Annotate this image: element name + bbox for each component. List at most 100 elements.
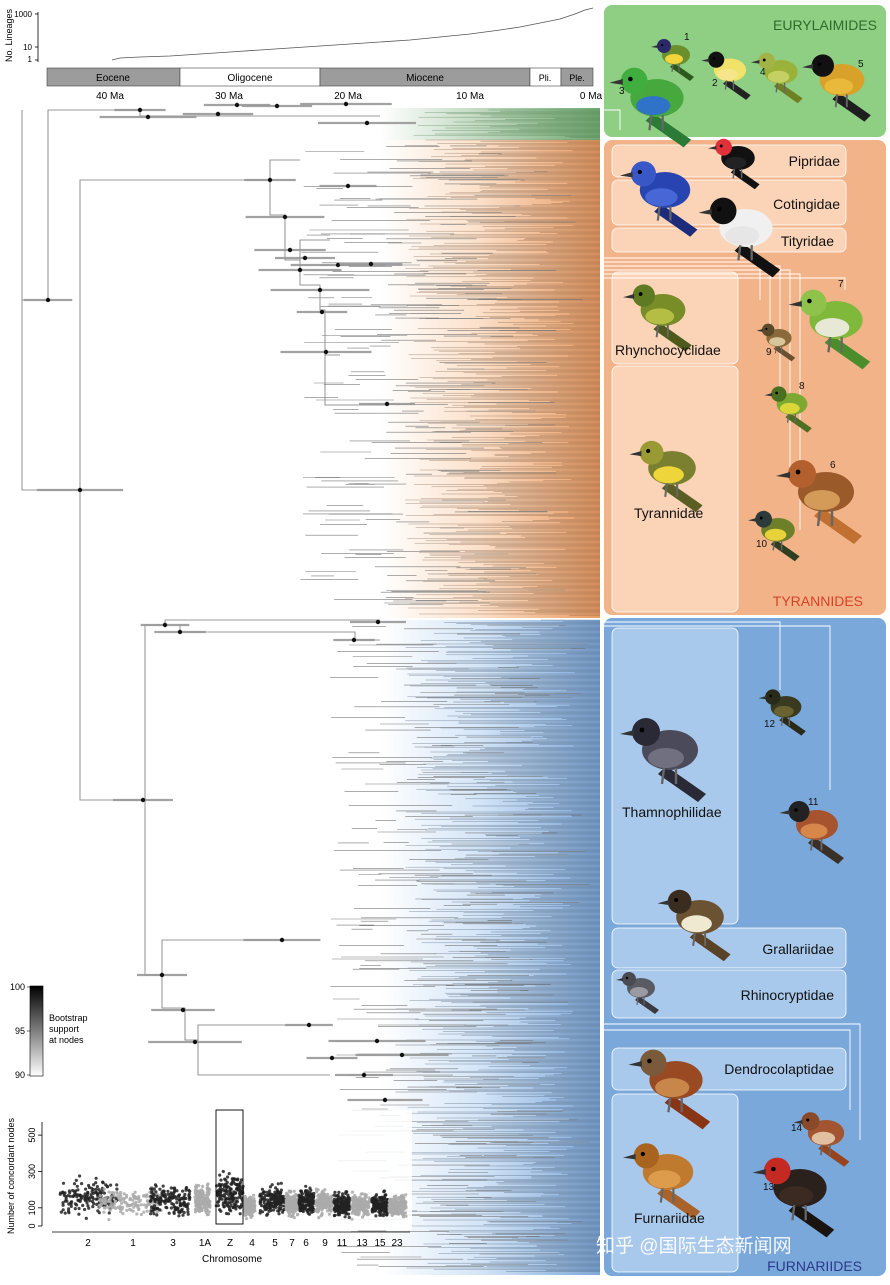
chromo-point xyxy=(316,1188,320,1192)
chromo-point xyxy=(216,1204,220,1208)
chromo-point xyxy=(310,1210,314,1214)
bird-number-5: 5 xyxy=(858,59,864,70)
chromo-point xyxy=(234,1199,238,1203)
chromo-point xyxy=(333,1201,337,1205)
chromo-point xyxy=(389,1199,393,1203)
chromo-point xyxy=(186,1207,190,1211)
chromo-point xyxy=(279,1181,283,1185)
chromo-point xyxy=(167,1211,171,1215)
chromo-point xyxy=(112,1205,116,1209)
chromo-point xyxy=(196,1199,200,1204)
chromo-point xyxy=(177,1195,181,1199)
chromo-point xyxy=(307,1212,312,1216)
chromo-point xyxy=(269,1196,273,1201)
family-tityridae: Tityridae xyxy=(781,233,834,249)
chromo-point xyxy=(87,1206,91,1210)
chromosome-z-highlight-box xyxy=(215,1109,244,1225)
chromo-point xyxy=(298,1207,302,1211)
chromo-point xyxy=(223,1198,227,1202)
chromo-point xyxy=(218,1173,222,1177)
chromo-point xyxy=(125,1208,129,1212)
chromo-point xyxy=(377,1210,381,1214)
chromo-point xyxy=(237,1188,241,1192)
chromo-point xyxy=(230,1177,234,1181)
chromo-point xyxy=(233,1177,237,1181)
chromo-point xyxy=(201,1184,205,1188)
chromo-point xyxy=(379,1198,383,1202)
chromo-x-tick-label: 6 xyxy=(303,1238,309,1249)
chromo-point xyxy=(303,1197,307,1201)
chromo-point xyxy=(312,1200,316,1204)
chromo-point xyxy=(309,1188,313,1192)
bird-number-6: 6 xyxy=(830,460,836,471)
chromo-point xyxy=(238,1212,242,1216)
chromo-point xyxy=(233,1191,238,1195)
chromo-point xyxy=(180,1196,184,1200)
chromo-point xyxy=(61,1203,65,1207)
chromo-point xyxy=(102,1210,106,1214)
lineage-tick-10: 10 xyxy=(23,43,32,52)
chromo-point xyxy=(188,1196,192,1200)
chromo-point xyxy=(98,1199,102,1203)
tree-branch xyxy=(299,260,340,356)
chromo-point xyxy=(67,1207,71,1211)
chromo-point xyxy=(273,1203,277,1208)
chromo-point xyxy=(361,1199,365,1203)
bird-number-7: 7 xyxy=(838,279,844,290)
chromo-point xyxy=(187,1188,191,1192)
chromo-point xyxy=(404,1193,408,1197)
chromo-point xyxy=(184,1188,188,1192)
chromo-point xyxy=(102,1191,106,1195)
chromo-point xyxy=(318,1203,322,1207)
chromo-point xyxy=(286,1208,290,1212)
chromo-y-tick-label: 300 xyxy=(27,1164,37,1179)
chromo-point xyxy=(394,1203,398,1207)
chromo-point xyxy=(335,1209,339,1213)
chromo-x-tick-label: 1 xyxy=(130,1238,136,1249)
chromo-point xyxy=(108,1208,112,1212)
chromo-point xyxy=(78,1174,82,1178)
chromo-point xyxy=(152,1187,156,1191)
node-point xyxy=(323,349,329,355)
chromo-point xyxy=(292,1189,296,1193)
chromo-point xyxy=(184,1196,188,1201)
chromo-point xyxy=(112,1202,116,1206)
chromo-point xyxy=(178,1204,183,1208)
chromo-point xyxy=(134,1200,138,1204)
chromo-point xyxy=(153,1207,158,1211)
chromo-point xyxy=(262,1190,266,1194)
chromo-point xyxy=(251,1209,255,1213)
chromo-point xyxy=(145,1203,149,1207)
chromo-point xyxy=(119,1210,123,1214)
chromo-point xyxy=(216,1194,220,1198)
chromo-point xyxy=(99,1202,103,1206)
chromo-x-tick-label: 4 xyxy=(249,1238,255,1249)
time-tick-0: 0 Ma xyxy=(580,91,603,102)
chromo-point xyxy=(291,1206,295,1210)
chromo-point xyxy=(375,1206,379,1210)
chromo-x-tick-label: 1A xyxy=(199,1238,212,1249)
chromo-point xyxy=(401,1201,405,1205)
chromo-point xyxy=(172,1186,176,1190)
node-point xyxy=(137,107,143,113)
chromo-point xyxy=(116,1194,120,1198)
chromo-x-tick-label: Z xyxy=(227,1238,233,1249)
chromo-point xyxy=(328,1205,332,1209)
chromo-point xyxy=(335,1206,339,1210)
chromo-point xyxy=(280,1196,284,1200)
chromo-point xyxy=(199,1193,203,1197)
chromo-point xyxy=(374,1214,378,1218)
chromo-point xyxy=(317,1216,321,1220)
chromo-point xyxy=(339,1204,343,1208)
chromo-point xyxy=(109,1195,113,1199)
chromo-point xyxy=(294,1192,298,1197)
chromo-point xyxy=(168,1199,172,1203)
chromo-x-tick-label: 15 xyxy=(374,1238,386,1249)
chromo-point xyxy=(152,1193,156,1197)
chromo-point xyxy=(139,1212,143,1217)
chromo-point xyxy=(216,1191,220,1195)
chromo-point xyxy=(398,1211,402,1215)
node-point xyxy=(329,1055,335,1061)
chromo-point xyxy=(150,1195,155,1200)
chromo-point xyxy=(323,1200,327,1204)
